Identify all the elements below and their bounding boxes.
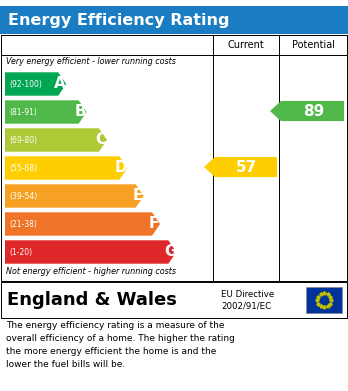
Polygon shape — [5, 184, 144, 208]
Text: Current: Current — [228, 40, 264, 50]
Text: G: G — [164, 244, 176, 260]
Bar — [1, 35, 347, 281]
Text: England & Wales: England & Wales — [7, 291, 177, 309]
Text: C: C — [95, 133, 106, 147]
Polygon shape — [5, 100, 87, 124]
Polygon shape — [5, 212, 160, 236]
Text: (55-68): (55-68) — [9, 163, 37, 172]
Text: EU Directive
2002/91/EC: EU Directive 2002/91/EC — [221, 290, 274, 310]
Text: 89: 89 — [303, 104, 324, 118]
Bar — [1, 282, 347, 318]
Text: E: E — [133, 188, 143, 203]
Text: 57: 57 — [235, 160, 256, 174]
Text: (21-38): (21-38) — [9, 219, 37, 228]
Polygon shape — [204, 157, 277, 177]
Bar — [1, 35, 347, 55]
Text: (92-100): (92-100) — [9, 79, 42, 88]
Text: F: F — [149, 217, 159, 231]
Text: Not energy efficient - higher running costs: Not energy efficient - higher running co… — [6, 267, 176, 276]
Text: D: D — [115, 160, 128, 176]
Text: Potential: Potential — [292, 40, 335, 50]
Text: A: A — [54, 77, 66, 91]
Polygon shape — [5, 72, 66, 96]
Polygon shape — [5, 156, 127, 180]
Text: B: B — [75, 104, 86, 120]
Bar — [306, 287, 342, 313]
Text: (39-54): (39-54) — [9, 192, 37, 201]
Polygon shape — [5, 240, 176, 264]
Text: Energy Efficiency Rating: Energy Efficiency Rating — [8, 13, 229, 27]
Polygon shape — [270, 101, 344, 121]
Text: (81-91): (81-91) — [9, 108, 37, 117]
Text: The energy efficiency rating is a measure of the
overall efficiency of a home. T: The energy efficiency rating is a measur… — [6, 321, 235, 369]
Text: (1-20): (1-20) — [9, 248, 32, 256]
Text: Very energy efficient - lower running costs: Very energy efficient - lower running co… — [6, 57, 176, 66]
Text: (69-80): (69-80) — [9, 136, 37, 145]
Bar — [0, 6, 348, 34]
Polygon shape — [5, 128, 107, 152]
